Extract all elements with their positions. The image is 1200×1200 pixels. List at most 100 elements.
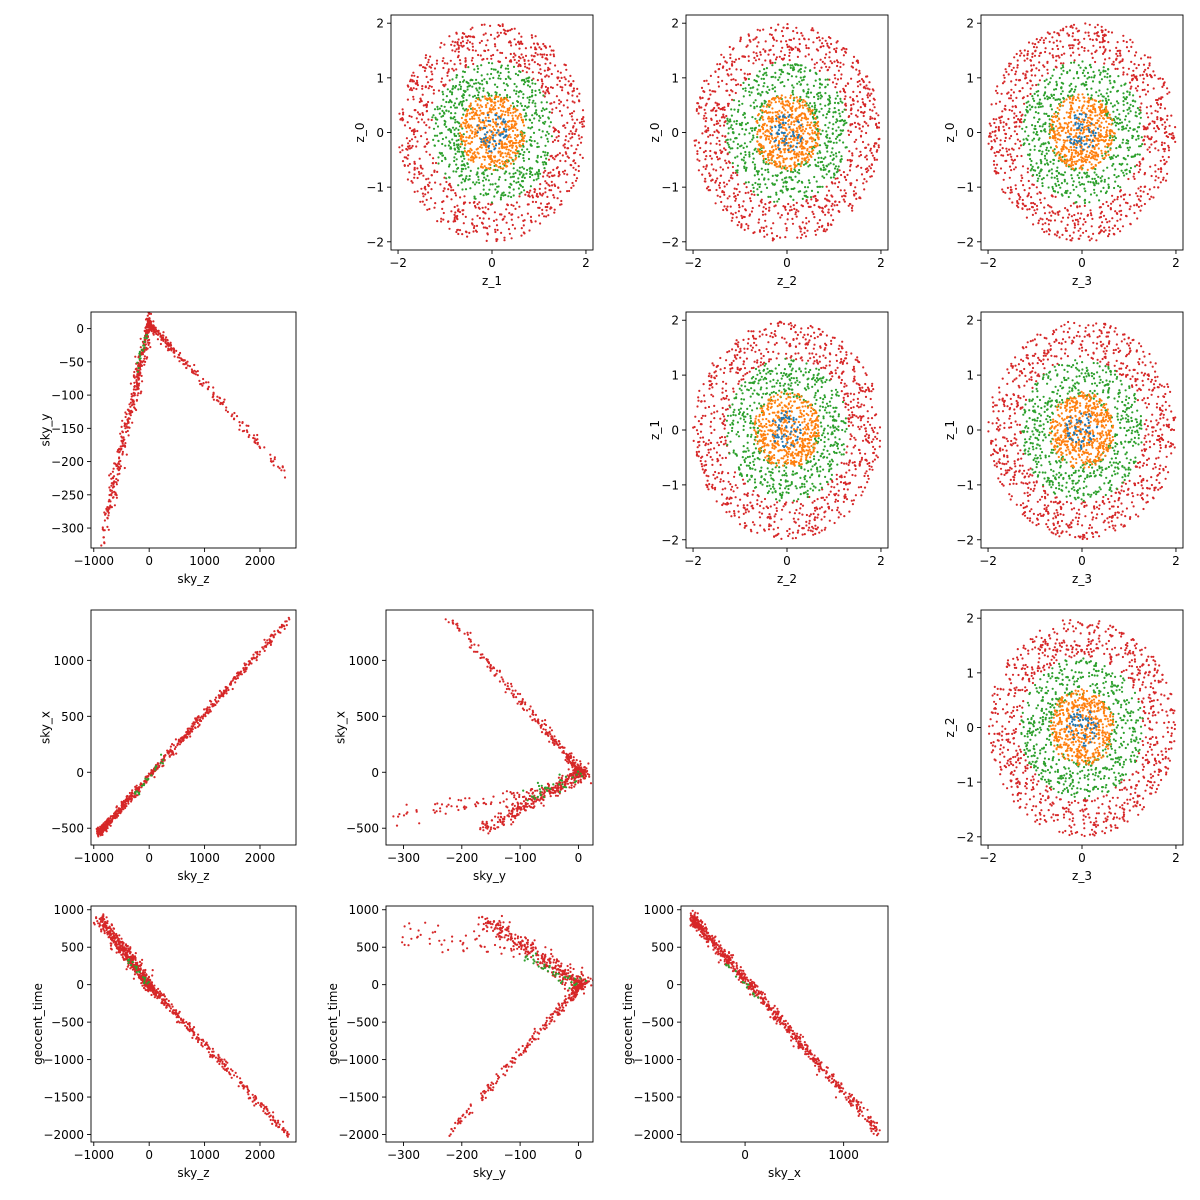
point-red (844, 195, 847, 198)
point-orange (502, 110, 505, 113)
point-red (852, 103, 855, 106)
point-green (528, 138, 531, 142)
point-red (1153, 127, 1156, 130)
point-green (440, 159, 444, 163)
point-orange (474, 154, 477, 157)
point-green (462, 80, 465, 83)
point-green (499, 77, 502, 80)
point-green (529, 136, 532, 139)
point-orange (762, 157, 766, 160)
point-red (568, 189, 571, 193)
point-red (1002, 154, 1005, 157)
point-red (419, 164, 422, 167)
point-orange (781, 105, 784, 109)
point-orange (793, 123, 796, 126)
point-red (778, 55, 781, 58)
point-red (534, 46, 537, 49)
point-green (817, 156, 820, 159)
point-red (705, 155, 708, 158)
point-orange (521, 132, 524, 135)
point-red (810, 58, 814, 61)
point-red (1030, 196, 1033, 199)
point-green (747, 83, 751, 86)
point-orange (499, 115, 503, 118)
point-red (555, 106, 558, 109)
point-red (717, 85, 721, 88)
point-red (480, 221, 484, 224)
point-green (462, 107, 465, 110)
point-red (714, 70, 717, 73)
point-red (1099, 206, 1102, 209)
point-red (718, 186, 721, 189)
point-green (845, 146, 848, 149)
point-orange (782, 159, 785, 162)
point-red (828, 51, 831, 54)
point-red (825, 65, 828, 68)
point-red (561, 89, 564, 92)
point-orange (512, 160, 515, 163)
point-orange (472, 152, 475, 155)
point-red (1131, 41, 1134, 44)
point-green (783, 177, 787, 180)
point-red (521, 42, 524, 46)
point-red (780, 40, 783, 43)
point-green (807, 179, 811, 182)
point-red (535, 192, 539, 196)
point-red (1007, 73, 1010, 76)
point-green (454, 84, 458, 88)
point-red (1045, 230, 1048, 233)
point-green (487, 192, 490, 196)
point-green (758, 124, 761, 127)
point-red (1037, 41, 1040, 44)
point-red (726, 197, 729, 200)
point-red (425, 75, 428, 78)
point-red (732, 171, 735, 174)
point-green (766, 168, 770, 171)
point-red (441, 59, 444, 63)
point-red (425, 104, 428, 107)
point-red (874, 142, 877, 145)
point-red (1011, 162, 1014, 165)
point-red (1059, 29, 1062, 32)
point-red (994, 129, 997, 133)
point-red (442, 211, 445, 215)
point-orange (497, 106, 500, 110)
point-orange (470, 159, 473, 162)
point-orange (497, 100, 500, 103)
point-red (1016, 201, 1019, 204)
point-red (794, 211, 798, 214)
point-red (1129, 205, 1132, 208)
point-red (406, 84, 409, 87)
point-orange (464, 118, 467, 122)
point-red (717, 106, 720, 110)
point-green (528, 175, 532, 179)
point-red (557, 175, 560, 178)
point-green (528, 76, 531, 79)
point-green (530, 121, 534, 124)
point-green (766, 85, 769, 88)
point-red (1029, 59, 1032, 62)
point-orange (520, 116, 523, 119)
point-green (748, 153, 751, 156)
point-red (824, 39, 827, 42)
point-red (849, 123, 852, 126)
point-red (1062, 27, 1065, 30)
point-green (761, 111, 764, 114)
point-red (1043, 197, 1046, 200)
point-green (522, 159, 526, 162)
point-red (795, 201, 798, 204)
point-green (798, 80, 801, 83)
point-green (744, 89, 747, 92)
point-green (835, 155, 838, 158)
point-red (1152, 70, 1155, 73)
point-orange (504, 110, 507, 113)
point-red (873, 117, 877, 120)
point-red (810, 29, 813, 32)
point-red (436, 220, 439, 223)
point-green (526, 84, 530, 87)
point-red (794, 213, 797, 216)
point-red (1121, 225, 1125, 228)
point-green (529, 166, 532, 169)
point-red (1026, 70, 1029, 73)
